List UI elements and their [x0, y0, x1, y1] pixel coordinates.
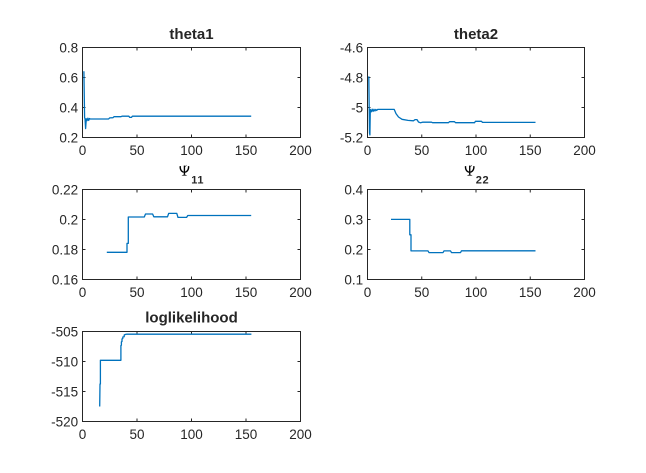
svg-text:-5.2: -5.2: [340, 130, 363, 145]
svg-text:0: 0: [79, 143, 87, 158]
svg-text:150: 150: [519, 285, 542, 300]
svg-text:150: 150: [235, 427, 258, 442]
svg-text:loglikelihood: loglikelihood: [145, 310, 238, 327]
svg-text:200: 200: [573, 143, 596, 158]
svg-text:0.4: 0.4: [344, 182, 363, 197]
svg-text:0.4: 0.4: [59, 100, 78, 115]
svg-text:-5: -5: [351, 100, 363, 115]
svg-text:100: 100: [465, 285, 488, 300]
svg-text:0.2: 0.2: [59, 212, 78, 227]
svg-text:200: 200: [573, 285, 596, 300]
svg-text:50: 50: [414, 285, 429, 300]
svg-text:200: 200: [289, 143, 312, 158]
svg-text:0.2: 0.2: [59, 130, 78, 145]
svg-text:200: 200: [289, 427, 312, 442]
svg-text:0.3: 0.3: [344, 212, 363, 227]
svg-text:-515: -515: [51, 384, 78, 399]
svg-text:-4.6: -4.6: [340, 40, 363, 55]
svg-text:-4.8: -4.8: [340, 70, 363, 85]
svg-text:-510: -510: [51, 354, 78, 369]
svg-text:0.2: 0.2: [344, 242, 363, 257]
svg-text:0.18: 0.18: [52, 242, 78, 257]
svg-text:100: 100: [465, 143, 488, 158]
svg-text:100: 100: [180, 285, 203, 300]
svg-text:0: 0: [79, 285, 87, 300]
svg-text:0: 0: [364, 143, 372, 158]
svg-text:theta2: theta2: [454, 26, 498, 43]
svg-text:0: 0: [79, 427, 87, 442]
svg-text:0.1: 0.1: [344, 272, 363, 287]
svg-text:50: 50: [129, 285, 144, 300]
svg-text:50: 50: [129, 143, 144, 158]
svg-text:100: 100: [180, 427, 203, 442]
svg-text:150: 150: [235, 285, 258, 300]
svg-text:-520: -520: [51, 414, 78, 429]
svg-text:0.8: 0.8: [59, 40, 78, 55]
svg-text:0.16: 0.16: [52, 272, 78, 287]
svg-text:50: 50: [129, 427, 144, 442]
svg-text:0.22: 0.22: [52, 182, 78, 197]
svg-text:theta1: theta1: [169, 26, 213, 43]
svg-text:150: 150: [519, 143, 542, 158]
svg-text:-505: -505: [51, 324, 78, 339]
svg-text:22: 22: [476, 175, 489, 187]
svg-text:150: 150: [235, 143, 258, 158]
svg-text:100: 100: [180, 143, 203, 158]
svg-text:200: 200: [289, 285, 312, 300]
svg-text:0.6: 0.6: [59, 70, 78, 85]
svg-text:0: 0: [364, 285, 372, 300]
svg-text:11: 11: [191, 175, 204, 187]
svg-text:50: 50: [414, 143, 429, 158]
